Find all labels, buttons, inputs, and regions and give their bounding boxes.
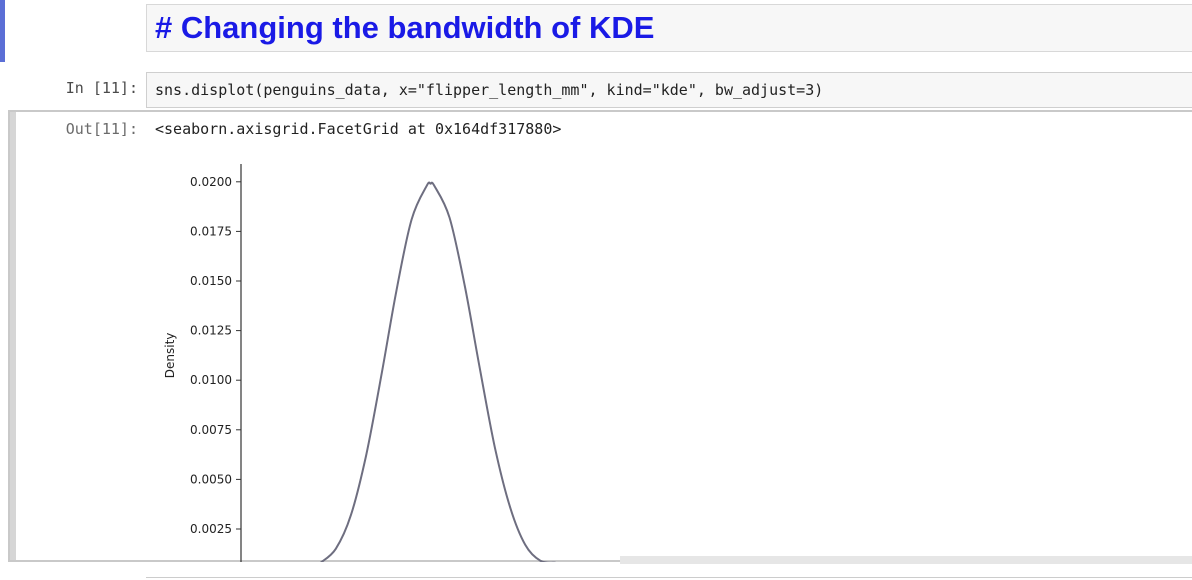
next-cell-border: [146, 577, 1192, 578]
output-scroll-shade: [620, 556, 1192, 564]
markdown-heading: # Changing the bandwidth of KDE: [155, 10, 655, 45]
output-prompt: Out[11]:: [65, 120, 138, 138]
cell-selection-bar: [0, 0, 5, 62]
kde-chart: 0.0025 0.0050 0.0075 0.0100 0.0125 0.0150 0.01…: [163, 164, 556, 562]
output-area: [8, 110, 1192, 562]
y-tick-label: 0.0050: [190, 472, 232, 486]
y-tick-label: 0.0200: [190, 175, 232, 189]
output-collapse-bar[interactable]: [10, 112, 16, 560]
y-ticks: 0.0025 0.0050 0.0075 0.0100 0.0125 0.0150 0.01…: [190, 175, 241, 536]
code-text: sns.displot(penguins_data, x="flipper_le…: [155, 81, 824, 99]
markdown-cell[interactable]: # Changing the bandwidth of KDE: [146, 4, 1192, 52]
input-prompt: In [11]:: [65, 79, 138, 97]
kde-curve-line: [319, 181, 556, 562]
y-tick-label: 0.0025: [190, 522, 232, 536]
output-repr: <seaborn.axisgrid.FacetGrid at 0x164df31…: [155, 120, 562, 138]
y-axis-label: Density: [163, 333, 177, 379]
y-tick-label: 0.0175: [190, 224, 232, 238]
code-cell[interactable]: sns.displot(penguins_data, x="flipper_le…: [146, 72, 1192, 108]
y-tick-label: 0.0075: [190, 423, 232, 437]
y-tick-label: 0.0100: [190, 373, 232, 387]
y-tick-label: 0.0150: [190, 274, 232, 288]
y-tick-label: 0.0125: [190, 324, 232, 338]
